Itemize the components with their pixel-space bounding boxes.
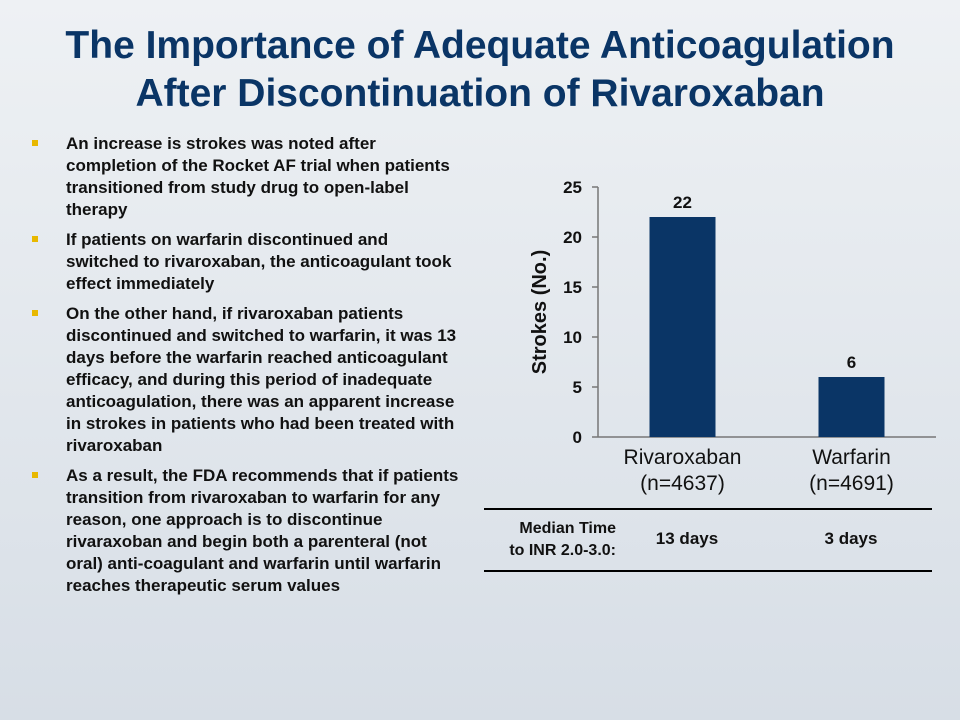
- x-category-label: (n=4691): [809, 472, 894, 495]
- bullet-square-icon: [32, 236, 38, 242]
- title-line-1: The Importance of Adequate Anticoagulati…: [65, 24, 895, 67]
- bullet-text: An increase is strokes was noted after c…: [66, 134, 450, 219]
- y-tick-label: 0: [573, 428, 582, 447]
- bullet-item: On the other hand, if rivaroxaban patien…: [30, 303, 460, 457]
- median-time-table: Median Time to INR 2.0-3.0: 13 days 3 da…: [484, 508, 932, 572]
- median-label-line-2: to INR 2.0-3.0:: [509, 542, 616, 559]
- y-tick-label: 25: [563, 178, 582, 197]
- bullet-square-icon: [32, 472, 38, 478]
- data-label: 22: [673, 193, 692, 212]
- bullet-text: On the other hand, if rivaroxaban patien…: [66, 304, 457, 455]
- bullet-item: As a result, the FDA recommends that if …: [30, 465, 460, 597]
- bullet-item: If patients on warfarin discontinued and…: [30, 229, 460, 295]
- bullet-square-icon: [32, 310, 38, 316]
- bullet-text: As a result, the FDA recommends that if …: [66, 466, 459, 595]
- x-category-label: Rivaroxaban: [624, 446, 742, 469]
- title-line-2: After Discontinuation of Rivaroxaban: [135, 72, 825, 115]
- bar: [818, 377, 885, 437]
- median-label-line-1: Median Time: [519, 520, 616, 537]
- x-category-label: (n=4637): [640, 472, 725, 495]
- bullet-list: An increase is strokes was noted after c…: [30, 133, 460, 605]
- y-tick-label: 15: [563, 278, 582, 297]
- slide-title: The Importance of Adequate Anticoagulati…: [0, 22, 960, 118]
- bullet-square-icon: [32, 140, 38, 146]
- median-time-value: 13 days: [655, 529, 719, 548]
- median-time-value: 3 days: [824, 529, 878, 548]
- y-axis-label: Strokes (No.): [529, 250, 551, 374]
- median-time-label: Median Time to INR 2.0-3.0:: [484, 518, 616, 562]
- y-tick-label: 10: [563, 328, 582, 347]
- bullet-text: If patients on warfarin discontinued and…: [66, 230, 452, 293]
- data-label: 6: [847, 353, 856, 372]
- y-tick-label: 20: [563, 228, 582, 247]
- y-tick-label: 5: [573, 378, 582, 397]
- x-category-label: Warfarin: [812, 446, 891, 469]
- bullet-item: An increase is strokes was noted after c…: [30, 133, 460, 221]
- bar: [649, 217, 716, 437]
